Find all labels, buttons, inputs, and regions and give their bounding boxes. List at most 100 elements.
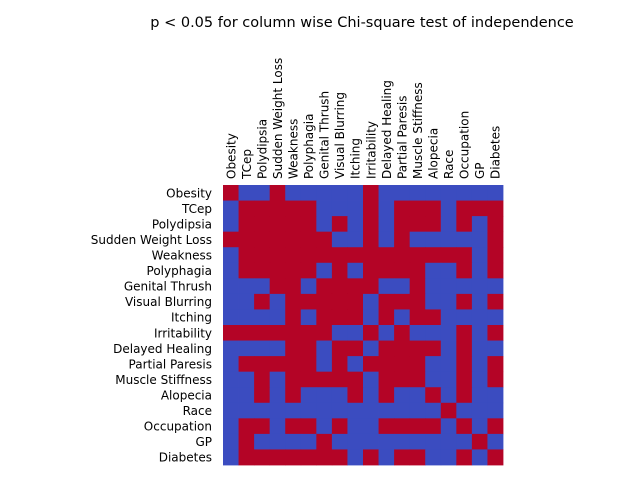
x-tick-label: Occupation [458, 111, 472, 179]
heatmap-cell [316, 356, 333, 373]
heatmap-cell [331, 185, 348, 201]
heatmap-cell [254, 387, 271, 404]
heatmap-cell [285, 371, 302, 388]
y-tick-label: TCep [181, 202, 212, 216]
heatmap-cell [254, 231, 271, 248]
heatmap-cell [254, 262, 271, 279]
heatmap-cell [223, 371, 239, 388]
heatmap-cell [409, 247, 426, 264]
heatmap-cell [440, 433, 457, 450]
heatmap-cell [471, 200, 488, 217]
heatmap-cell [316, 216, 333, 233]
heatmap-cell [331, 449, 348, 466]
heatmap-cell [347, 418, 364, 435]
heatmap-cell [378, 387, 395, 404]
heatmap-cell [331, 340, 348, 357]
heatmap-cell [471, 231, 488, 248]
heatmap-cell [378, 231, 395, 248]
heatmap-cell [316, 371, 333, 388]
heatmap-cell [378, 402, 395, 419]
heatmap-cell [425, 418, 442, 435]
heatmap-cell [456, 231, 473, 248]
heatmap-cell [425, 340, 442, 357]
heatmap-cell [300, 216, 317, 233]
heatmap-cell [456, 293, 473, 310]
heatmap-cell [331, 247, 348, 264]
heatmap-cell [425, 278, 442, 295]
heatmap-cell [300, 402, 317, 419]
heatmap-cell [363, 185, 379, 201]
heatmap-cell [456, 278, 473, 295]
heatmap-cell [456, 418, 473, 435]
heatmap-cell [331, 433, 348, 450]
heatmap-cell [269, 216, 286, 233]
heatmap-cell [363, 262, 379, 279]
heatmap-cell [487, 185, 504, 201]
heatmap-cell [456, 185, 473, 201]
heatmap-cell [378, 262, 395, 279]
heatmap-cell [409, 185, 426, 201]
heatmap-cell [425, 247, 442, 264]
heatmap-cell [269, 387, 286, 404]
heatmap-cell [471, 293, 488, 310]
y-tick-label: Irritability [154, 326, 212, 340]
heatmap-cell [254, 340, 271, 357]
heatmap-cell [409, 200, 426, 217]
heatmap-cell [316, 418, 333, 435]
heatmap-cell [394, 402, 411, 419]
heatmap-cell [300, 449, 317, 466]
heatmap-cell [238, 387, 255, 404]
heatmap-cell [440, 356, 457, 373]
heatmap-cell [409, 278, 426, 295]
heatmap-cell [409, 449, 426, 466]
chart-title: p < 0.05 for column wise Chi-square test… [150, 15, 574, 31]
heatmap-cell [378, 293, 395, 310]
heatmap-cell [440, 387, 457, 404]
heatmap-cell [440, 231, 457, 248]
heatmap-cell [238, 340, 255, 357]
heatmap-cell [409, 325, 426, 341]
heatmap-cell [269, 278, 286, 295]
y-tick-label: GP [195, 435, 212, 449]
heatmap-cell [487, 356, 504, 373]
heatmap-cell [223, 216, 239, 233]
heatmap-cell [331, 402, 348, 419]
heatmap-cell [471, 340, 488, 357]
heatmap-cell [238, 247, 255, 264]
y-tick-label: Visual Blurring [125, 295, 212, 309]
heatmap-cell [425, 309, 442, 326]
heatmap-cell [440, 402, 457, 419]
heatmap-cell [254, 371, 271, 388]
heatmap-cell [394, 185, 411, 201]
heatmap-cell [456, 325, 473, 341]
heatmap-cell [269, 325, 286, 341]
heatmap-cell [238, 231, 255, 248]
heatmap-cell [223, 449, 239, 466]
heatmap-cell [378, 433, 395, 450]
heatmap-cell [394, 216, 411, 233]
heatmap-cell [440, 325, 457, 341]
x-tick-label: Visual Blurring [333, 92, 347, 179]
heatmap-cell [363, 371, 379, 388]
heatmap-cell [440, 340, 457, 357]
heatmap-cell [223, 247, 239, 264]
heatmap-cell [409, 309, 426, 326]
heatmap-cell [487, 325, 504, 341]
heatmap-cell [456, 433, 473, 450]
x-tick-label: Genital Thrush [318, 91, 332, 179]
heatmap-cell [363, 231, 379, 248]
heatmap-cell [394, 200, 411, 217]
heatmap-cell [331, 356, 348, 373]
heatmap-cell [331, 231, 348, 248]
x-tick-label: Alopecia [427, 128, 441, 179]
heatmap-cell [238, 418, 255, 435]
heatmap-cell [316, 387, 333, 404]
y-tick-label: Obesity [166, 186, 212, 200]
heatmap-cell [316, 231, 333, 248]
heatmap-cell [300, 356, 317, 373]
heatmap-cell [223, 262, 239, 279]
heatmap-cell [487, 433, 504, 450]
heatmap-cell [378, 278, 395, 295]
